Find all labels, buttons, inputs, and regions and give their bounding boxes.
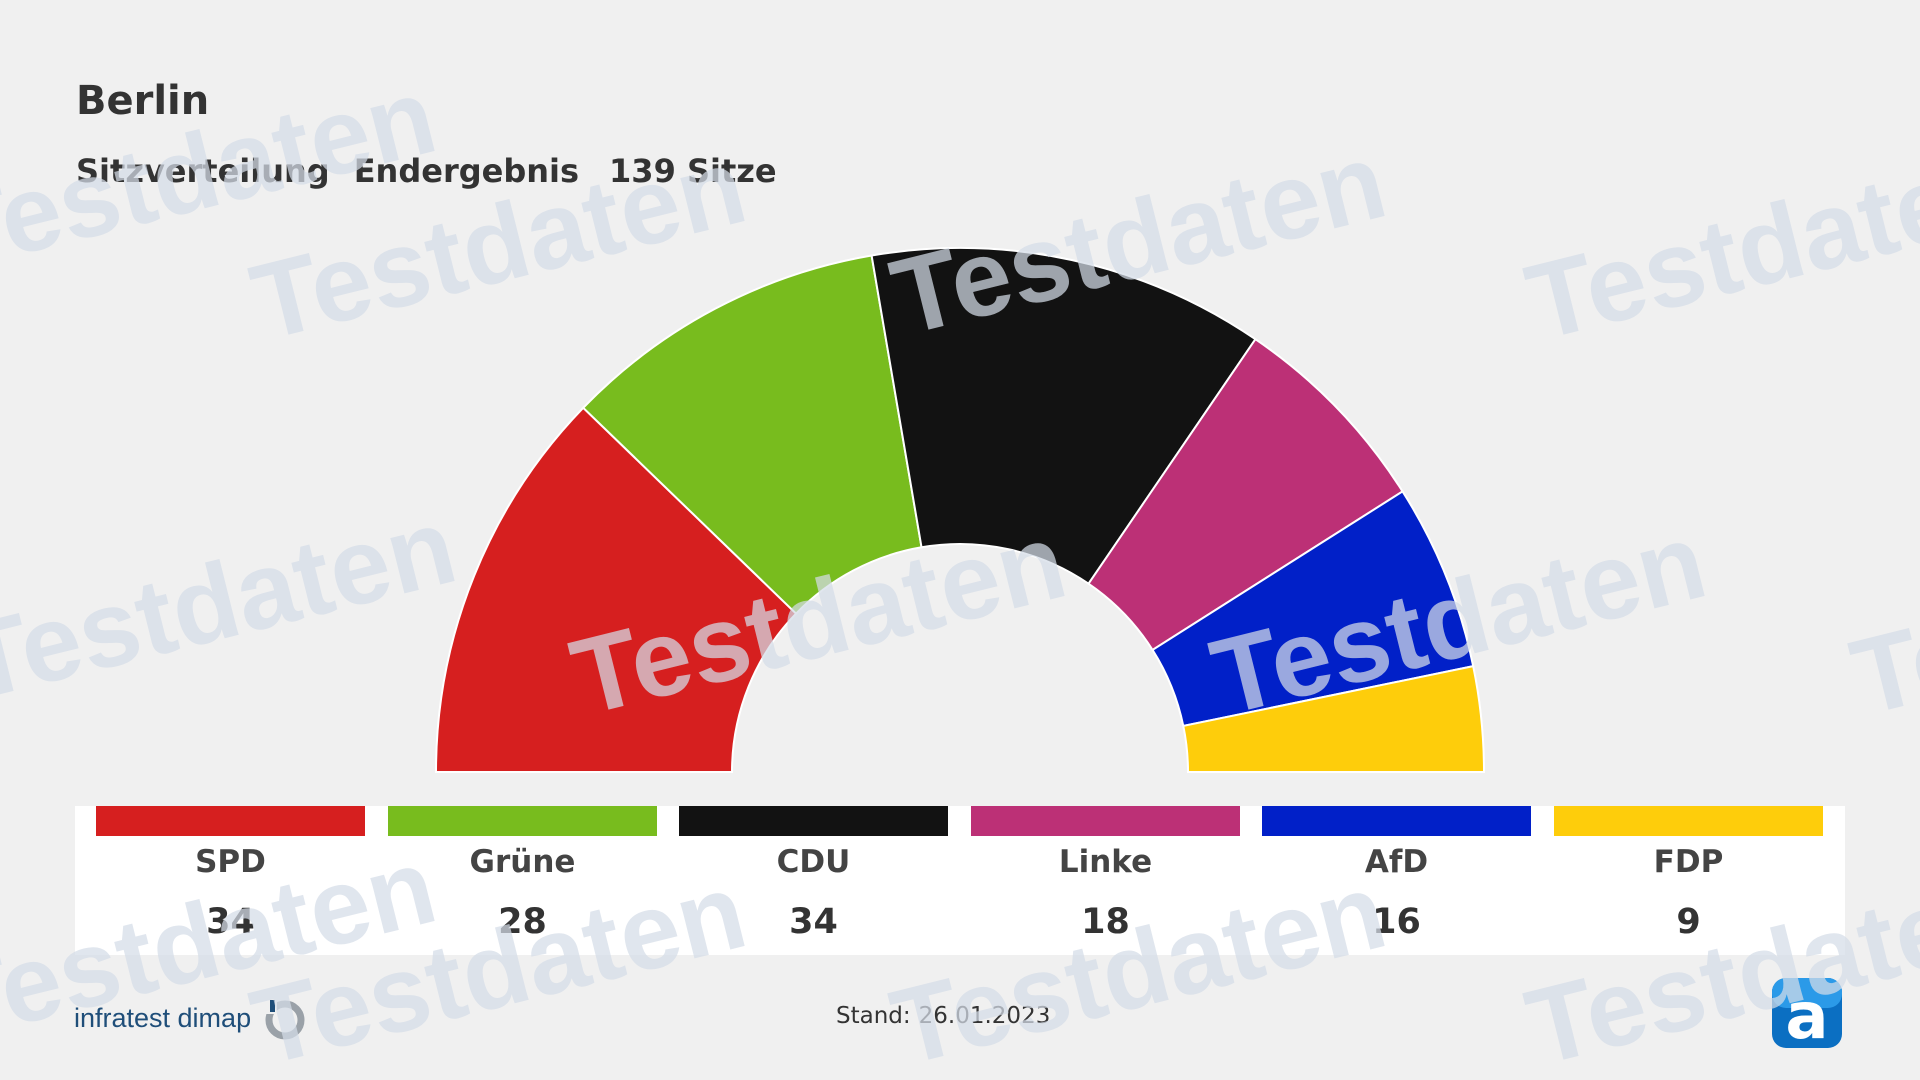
legend-color-bar <box>971 806 1240 836</box>
seat-segment-grne <box>581 254 923 615</box>
legend-color-bar <box>1554 806 1823 836</box>
legend-party-name: SPD <box>195 844 266 880</box>
legend-color-bar <box>96 806 365 836</box>
legend-party-name: Grüne <box>469 844 576 880</box>
legend-item-gruene: Grüne 28 <box>388 806 657 955</box>
legend-seat-count: 9 <box>1676 902 1701 942</box>
legend-party-name: AfD <box>1364 844 1429 880</box>
legend-item-fdp: FDP 9 <box>1554 806 1823 955</box>
legend-party-name: FDP <box>1653 844 1724 880</box>
chart-subtitle: Sitzverteilung Endergebnis 139 Sitze <box>76 152 777 190</box>
legend-item-cdu: CDU 34 <box>679 806 948 955</box>
legend-seat-count: 34 <box>206 902 255 942</box>
infratest-dimap-logo: infratest dimap <box>74 994 309 1042</box>
seat-segment-fdp <box>1182 664 1486 773</box>
subtitle-sitzverteilung: Sitzverteilung <box>76 152 330 190</box>
legend-party-name: CDU <box>776 844 851 880</box>
legend-color-bar <box>388 806 657 836</box>
seat-distribution-chart <box>434 247 1486 773</box>
legend-seat-count: 16 <box>1372 902 1421 942</box>
legend-color-bar <box>679 806 948 836</box>
legend-seat-count: 28 <box>498 902 547 942</box>
subtitle-endergebnis: Endergebnis <box>353 152 580 190</box>
seat-segment-cdu <box>870 247 1257 586</box>
timestamp: Stand: 26.01.2023 <box>836 1003 1050 1029</box>
legend-item-afd: AfD 16 <box>1262 806 1531 955</box>
legend-seat-count: 34 <box>789 902 838 942</box>
legend-item-linke: Linke 18 <box>971 806 1240 955</box>
logo-text: infratest dimap <box>74 1002 252 1033</box>
stand-label: Stand: <box>836 1003 911 1029</box>
legend-item-spd: SPD 34 <box>96 806 365 955</box>
subtitle-total-seats: 139 Sitze <box>609 152 777 190</box>
ard-app-icon: a <box>1772 978 1842 1050</box>
legend-color-bar <box>1262 806 1531 836</box>
legend-party-name: Linke <box>1058 844 1153 880</box>
chart-title: Berlin <box>76 78 210 124</box>
legend-seat-count: 18 <box>1081 902 1130 942</box>
svg-text:a: a <box>1785 980 1828 1050</box>
party-legend: SPD 34 Grüne 28 CDU 34 Linke 18 AfD 16 F… <box>75 806 1845 955</box>
stand-value: 26.01.2023 <box>918 1003 1051 1029</box>
seat-segment-spd <box>434 406 798 773</box>
dimap-ring-icon <box>265 998 305 1040</box>
